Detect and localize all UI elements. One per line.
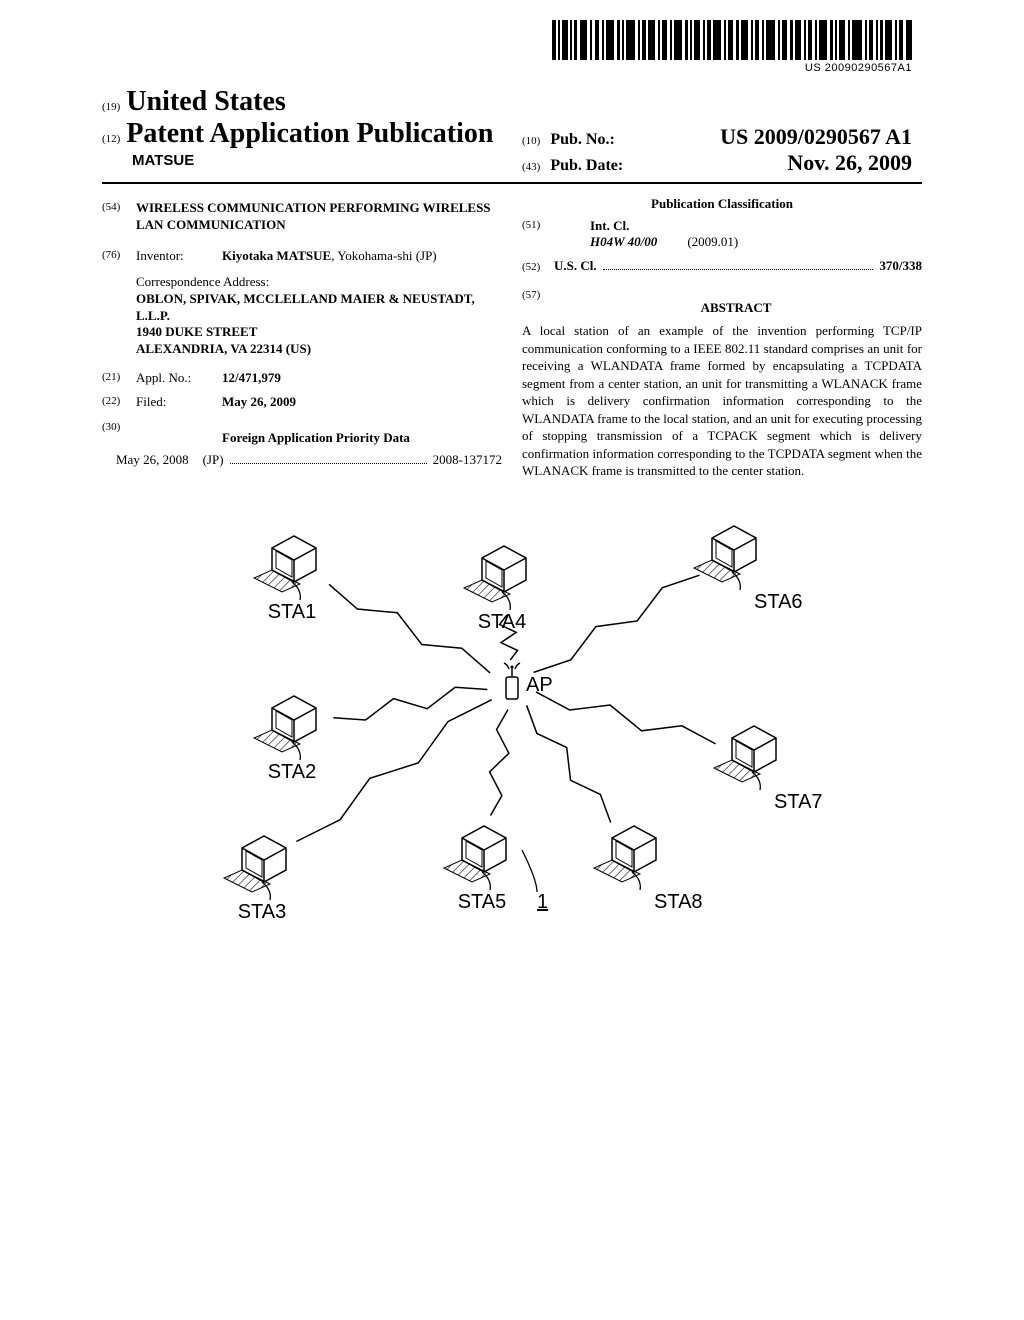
code-10: (10): [522, 135, 540, 147]
svg-text:STA8: STA8: [654, 891, 703, 913]
svg-text:STA2: STA2: [268, 761, 317, 783]
svg-text:STA5: STA5: [458, 891, 507, 913]
intcl-date: (2009.01): [687, 234, 738, 250]
abstract-text: A local station of an example of the inv…: [522, 322, 922, 480]
svg-text:1: 1: [537, 891, 548, 913]
classification-header: Publication Classification: [522, 196, 922, 212]
barcode-region: US 20090290567A1: [102, 20, 912, 76]
code-76: (76): [102, 248, 130, 261]
pub-no: US 2009/0290567 A1: [720, 124, 912, 150]
code-54: (54): [102, 200, 130, 213]
left-column: (54) WIRELESS COMMUNICATION PERFORMING W…: [102, 196, 502, 480]
country: United States: [126, 86, 285, 118]
inventor-name: Kiyotaka MATSUE: [222, 248, 331, 263]
appl-no: 12/471,979: [222, 370, 281, 386]
correspondence-street: 1940 DUKE STREET: [136, 324, 502, 341]
barcode-text: US 20090290567A1: [552, 62, 912, 74]
uscl-value: 370/338: [879, 258, 922, 274]
inventor-label: Inventor:: [136, 248, 216, 264]
priority-country: (JP): [203, 452, 224, 468]
svg-text:STA7: STA7: [774, 791, 823, 813]
pub-no-label: Pub. No.:: [550, 131, 614, 149]
patent-header: (19) United States (12) Patent Applicati…: [102, 86, 922, 176]
dots-leader: [230, 454, 427, 464]
code-19: (19): [102, 101, 120, 113]
abstract-header: ABSTRACT: [550, 300, 922, 316]
svg-text:STA6: STA6: [754, 591, 803, 613]
dots-leader: [603, 260, 874, 270]
code-12: (12): [102, 133, 120, 145]
inventor-location: , Yokohama-shi (JP): [331, 248, 436, 263]
code-30: (30): [102, 420, 130, 452]
biblio-columns: (54) WIRELESS COMMUNICATION PERFORMING W…: [102, 196, 922, 480]
priority-header: Foreign Application Priority Data: [130, 430, 502, 446]
intcl-code: H04W 40/00: [590, 234, 657, 250]
correspondence-address: Correspondence Address: OBLON, SPIVAK, M…: [136, 274, 502, 358]
correspondence-label: Correspondence Address:: [136, 274, 502, 291]
publication-type: Patent Application Publication: [126, 118, 493, 150]
pub-date: Nov. 26, 2009: [787, 150, 912, 176]
svg-text:STA3: STA3: [238, 901, 287, 923]
correspondence-name: OBLON, SPIVAK, MCCLELLAND MAIER & NEUSTA…: [136, 291, 502, 325]
network-figure: APSTA1STA2STA3STA4STA5STA6STA7STA81: [172, 500, 852, 935]
barcode-graphic: US 20090290567A1: [552, 20, 912, 74]
applicant-name: MATSUE: [132, 152, 522, 169]
uscl-label: U.S. Cl.: [554, 258, 597, 274]
code-51: (51): [522, 218, 550, 231]
code-21: (21): [102, 370, 130, 383]
pub-date-label: Pub. Date:: [550, 157, 623, 175]
appl-no-label: Appl. No.:: [136, 370, 216, 386]
priority-number: 2008-137172: [433, 452, 502, 468]
svg-text:STA1: STA1: [268, 601, 317, 623]
filed-date: May 26, 2009: [222, 394, 296, 410]
code-57: (57): [522, 288, 550, 322]
correspondence-city: ALEXANDRIA, VA 22314 (US): [136, 341, 502, 358]
code-22: (22): [102, 394, 130, 407]
priority-row: May 26, 2008 (JP) 2008-137172: [116, 452, 502, 468]
filed-label: Filed:: [136, 394, 216, 410]
svg-text:AP: AP: [526, 674, 553, 696]
header-rule: [102, 182, 922, 184]
code-43: (43): [522, 161, 540, 173]
intcl-label: Int. Cl.: [590, 218, 738, 234]
priority-date: May 26, 2008: [116, 452, 189, 468]
invention-title: WIRELESS COMMUNICATION PERFORMING WIRELE…: [136, 200, 502, 234]
code-52: (52): [522, 260, 550, 273]
right-column: Publication Classification (51) Int. Cl.…: [522, 196, 922, 480]
